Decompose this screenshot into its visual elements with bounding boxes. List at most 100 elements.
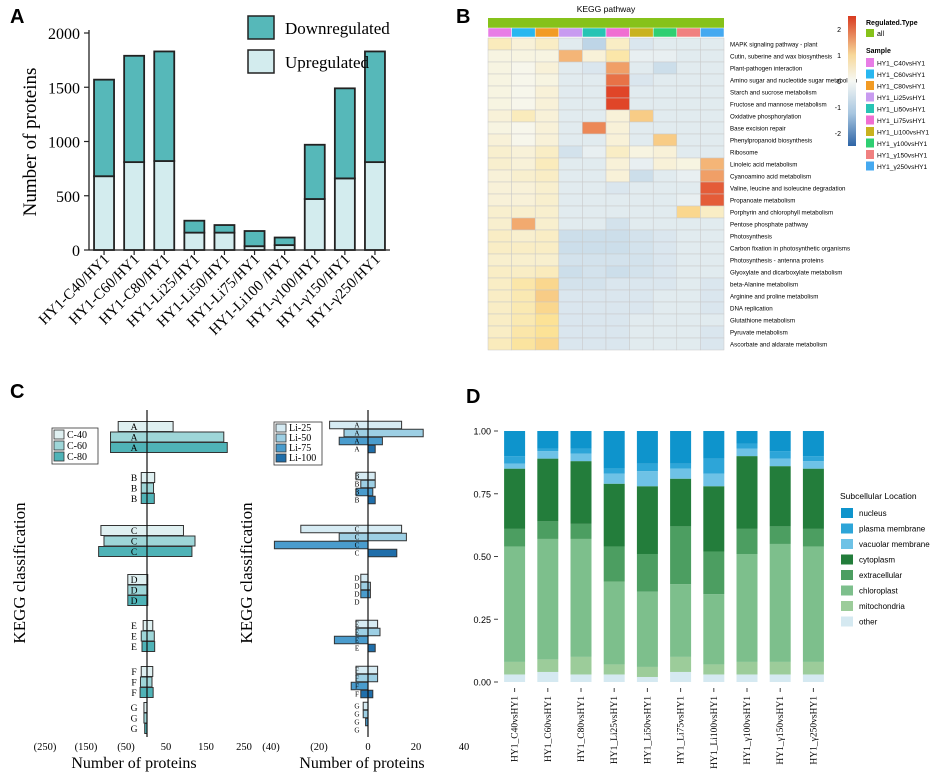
- heatmap-cell: [652, 217, 678, 231]
- heatmap-cell: [511, 205, 536, 219]
- heatmap-cell: [487, 241, 512, 255]
- bar-c-60: [103, 535, 196, 547]
- legend-swatch-upregulated: [247, 49, 275, 74]
- heatmap-cell: [629, 145, 654, 159]
- bar-segment-mitochondria: [603, 664, 625, 675]
- bar-segment-vacuolar-membrane: [769, 458, 791, 467]
- bar-segment-vacuolar-membrane: [703, 473, 725, 487]
- heatmap-row-label: MAPK signaling pathway - plant: [730, 42, 818, 49]
- heatmap-cell: [582, 109, 607, 123]
- heatmap-cell: [652, 325, 678, 339]
- category-label: A: [131, 423, 138, 433]
- heatmap-row-label: Ascorbate and aldarate metabolism: [730, 342, 827, 349]
- category-label: G: [354, 702, 359, 710]
- bar-segment-mitochondria: [570, 656, 592, 675]
- sample-legend-swatch: [866, 138, 874, 148]
- sample-legend-label: HY1_γ150vsHY1: [877, 153, 928, 160]
- heatmap-cell: [676, 37, 701, 51]
- category-label: C: [355, 533, 360, 541]
- heatmap-cell: [605, 229, 630, 243]
- heatmap-cell: [676, 193, 701, 207]
- heatmap-cell: [629, 289, 654, 303]
- heatmap-cell: [582, 85, 607, 99]
- heatmap-cell: [676, 73, 701, 87]
- bar-segment-extracellular: [603, 546, 625, 582]
- heatmap-cell: [487, 325, 512, 339]
- heatmap-cell: [582, 253, 607, 267]
- bar-segment-plasma-membrane: [504, 456, 526, 464]
- heatmap-cell: [605, 73, 630, 87]
- sample-legend-swatch: [866, 69, 874, 79]
- heatmap-cell: [487, 289, 512, 303]
- bar-upregulated: [303, 198, 326, 251]
- heatmap-cell: [558, 229, 583, 243]
- heatmap-cell: [629, 85, 654, 99]
- category-label: F: [355, 674, 359, 682]
- regulated-type-value: all: [877, 31, 884, 38]
- x-tick-label: (40): [262, 742, 280, 753]
- category-label: A: [354, 437, 360, 445]
- category-label: C: [131, 527, 137, 537]
- heatmap-cell: [534, 97, 560, 111]
- heatmap-cell: [534, 49, 560, 63]
- heatmap-cell: [511, 325, 536, 339]
- sample-annotation-cell: [558, 27, 583, 38]
- legend-label: Li-100: [289, 453, 316, 464]
- heatmap-cell: [582, 229, 607, 243]
- y-tick-label: 1500: [48, 80, 80, 97]
- bar-segment-mitochondria: [636, 666, 658, 677]
- heatmap-cell: [582, 277, 607, 291]
- category-label: F: [355, 666, 359, 674]
- heatmap-row-label: DNA replication: [730, 306, 773, 313]
- bar-segment-other: [703, 674, 725, 682]
- bar-li-25: [329, 420, 403, 430]
- heatmap-cell: [582, 289, 607, 303]
- heatmap-cell: [700, 181, 725, 195]
- category-label: G: [354, 710, 359, 718]
- bar-segment-nucleus: [670, 431, 692, 464]
- bar-segment-extracellular: [769, 526, 791, 544]
- heatmap-row-label: Photosynthesis: [730, 234, 772, 241]
- bar-li-25: [355, 665, 379, 675]
- heatmap-cell: [700, 73, 725, 87]
- regulated-type-legend-title: Regulated.Type: [866, 20, 918, 27]
- heatmap-cell: [511, 145, 536, 159]
- category-label: E: [355, 644, 359, 652]
- heatmap-cell: [605, 193, 630, 207]
- bar-segment-extracellular: [802, 528, 824, 547]
- x-tick-label: HY1_Li50vsHY1: [643, 696, 653, 764]
- heatmap-cell: [582, 73, 607, 87]
- heatmap-cell: [487, 181, 512, 195]
- heatmap-cell: [629, 97, 654, 111]
- legend-label: mitochondria: [859, 602, 905, 611]
- bar-li-50: [362, 709, 369, 719]
- heatmap-cell: [652, 265, 678, 279]
- bar-segment-vacuolar-membrane: [603, 473, 625, 484]
- y-axis-label-right: KEGG classification: [237, 502, 256, 644]
- heatmap-title: KEGG pathway: [577, 4, 636, 14]
- x-tick-label: HY1_C60vsHY1: [544, 696, 554, 762]
- legend-swatch-downregulated: [247, 15, 275, 40]
- y-tick-label: 0.00: [473, 678, 491, 688]
- heatmap-cell: [534, 181, 560, 195]
- heatmap-cell: [511, 121, 536, 135]
- heatmap-cell: [558, 121, 583, 135]
- category-label: E: [355, 620, 359, 628]
- x-tick-label: (50): [117, 742, 135, 753]
- bar-downregulated: [213, 224, 236, 234]
- x-tick-label: HY1_γ100vsHY1: [743, 696, 753, 765]
- bar-segment-nucleus: [736, 431, 758, 444]
- heatmap-cell: [652, 205, 678, 219]
- heatmap-cell: [700, 85, 725, 99]
- heatmap-row-label: Cyanoamino acid metabolism: [730, 174, 811, 181]
- heatmap-cell: [605, 217, 630, 231]
- heatmap-cell: [487, 229, 512, 243]
- category-label: E: [355, 636, 359, 644]
- bar-downregulated: [93, 78, 115, 178]
- legend-label: plasma membrane: [859, 525, 926, 534]
- heatmap-cell: [676, 157, 701, 171]
- y-tick-label: 1000: [48, 135, 80, 152]
- legend-swatch: [841, 570, 853, 580]
- bar-li-75: [355, 487, 374, 497]
